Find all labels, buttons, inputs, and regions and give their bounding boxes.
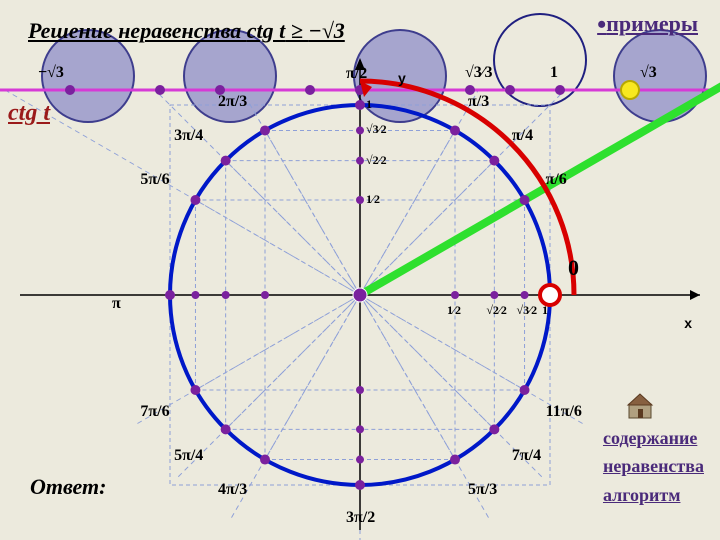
y-tick: 1: [366, 97, 372, 112]
x-tick: √2⁄2: [486, 303, 507, 318]
cot-tick: √3⁄3: [465, 64, 492, 82]
angle-label: 3π/4: [174, 127, 203, 145]
y-tick: √2⁄2: [366, 153, 387, 168]
y-axis-label: y: [398, 70, 406, 86]
examples-link[interactable]: •примеры: [597, 10, 698, 40]
angle-label: 11π/6: [546, 403, 582, 421]
page-title: Решение неравенства ctg t ≥ −√3: [28, 18, 345, 44]
home-icon[interactable]: [626, 392, 654, 420]
ctg-link[interactable]: ctg t: [8, 100, 50, 127]
angle-label: π/2: [346, 65, 367, 83]
algorithm-link[interactable]: алгоритм: [603, 481, 704, 510]
angle-label: 5π/6: [140, 171, 169, 189]
answer-label: Ответ:: [30, 474, 106, 500]
cot-tick: √3: [640, 64, 657, 82]
angle-label: 2π/3: [218, 93, 247, 111]
x-tick: 1: [542, 303, 548, 318]
x-axis-label: x: [684, 315, 692, 331]
cot-tick: −√3: [38, 64, 64, 82]
angle-label: π/3: [468, 93, 489, 111]
angle-label-0: 0: [568, 255, 579, 281]
angle-label: 5π/3: [468, 481, 497, 499]
cot-tick: 1: [550, 64, 558, 82]
x-tick: √3⁄2: [517, 303, 538, 318]
angle-label: π/6: [546, 171, 567, 189]
x-tick: 1⁄2: [447, 303, 461, 318]
angle-label: 3π/2: [346, 509, 375, 527]
y-tick: √3⁄2: [366, 122, 387, 137]
angle-label: 7π/6: [140, 403, 169, 421]
angle-label: 5π/4: [174, 447, 203, 465]
angle-label: π: [112, 295, 121, 313]
y-tick: 1⁄2: [366, 192, 380, 207]
angle-label: 4π/3: [218, 481, 247, 499]
angle-label: π/4: [512, 127, 533, 145]
side-links: содержание неравенства алгоритм: [603, 424, 704, 510]
angle-label: 7π/4: [512, 447, 541, 465]
inequalities-link[interactable]: неравенства: [603, 452, 704, 481]
content-link[interactable]: содержание: [603, 424, 704, 453]
